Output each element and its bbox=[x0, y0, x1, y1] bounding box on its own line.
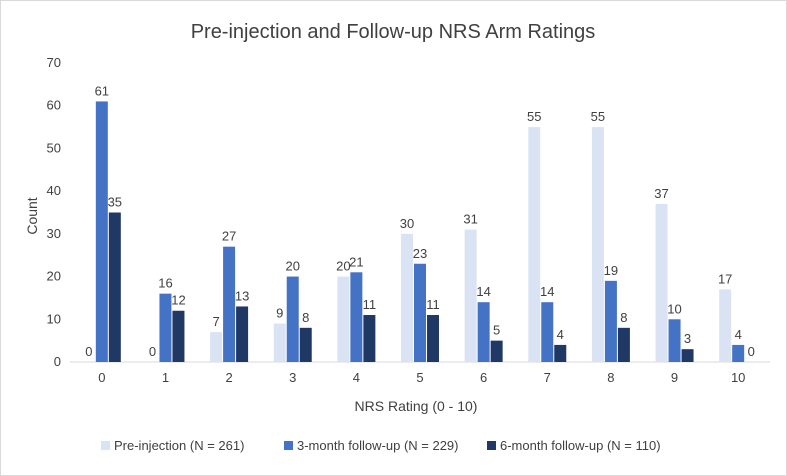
y-tick-label: 10 bbox=[47, 311, 61, 326]
data-label: 8 bbox=[302, 310, 309, 325]
data-label: 13 bbox=[235, 288, 249, 303]
data-label: 55 bbox=[591, 109, 605, 124]
bar bbox=[337, 276, 350, 362]
x-axis-label: NRS Rating (0 - 10) bbox=[355, 398, 478, 414]
bar bbox=[655, 203, 668, 362]
y-tick-label: 0 bbox=[54, 354, 61, 369]
data-label: 12 bbox=[171, 293, 185, 308]
y-tick-label: 30 bbox=[47, 226, 61, 241]
x-tick-label: 6 bbox=[480, 370, 487, 385]
bar bbox=[210, 332, 223, 362]
data-label: 0 bbox=[748, 344, 755, 359]
data-label: 16 bbox=[158, 276, 172, 291]
x-tick-label: 0 bbox=[98, 370, 105, 385]
bar bbox=[299, 327, 312, 362]
data-label: 17 bbox=[718, 271, 732, 286]
x-tick-label: 1 bbox=[162, 370, 169, 385]
data-label: 27 bbox=[222, 229, 236, 244]
y-axis-ticks: 0 10 20 30 40 50 60 70 bbox=[47, 55, 61, 369]
legend-swatch bbox=[284, 441, 293, 450]
bar bbox=[732, 344, 745, 362]
bar bbox=[273, 323, 286, 362]
data-label: 5 bbox=[493, 323, 500, 338]
x-tick-label: 9 bbox=[671, 370, 678, 385]
data-label: 20 bbox=[285, 259, 299, 274]
bar-series bbox=[95, 101, 745, 362]
y-tick-label: 50 bbox=[47, 140, 61, 155]
legend-label: Pre-injection (N = 261) bbox=[114, 438, 244, 453]
data-label: 4 bbox=[557, 327, 564, 342]
y-tick-label: 20 bbox=[47, 269, 61, 284]
data-label: 11 bbox=[426, 297, 440, 312]
legend-label: 3-month follow-up (N = 229) bbox=[297, 438, 459, 453]
x-tick-label: 7 bbox=[544, 370, 551, 385]
data-label: 19 bbox=[604, 263, 618, 278]
x-tick-label: 3 bbox=[289, 370, 296, 385]
data-label: 3 bbox=[684, 331, 691, 346]
bar bbox=[159, 293, 172, 362]
x-axis-ticks: 0 1 2 3 4 5 6 7 8 9 10 bbox=[98, 370, 745, 385]
chart-title: Pre-injection and Follow-up NRS Arm Rati… bbox=[191, 21, 596, 43]
bar bbox=[668, 319, 681, 362]
bar bbox=[172, 310, 185, 362]
bar bbox=[490, 340, 503, 362]
data-label: 20 bbox=[336, 259, 350, 274]
data-label: 14 bbox=[476, 284, 490, 299]
x-tick-label: 2 bbox=[225, 370, 232, 385]
legend-swatch bbox=[101, 441, 110, 450]
bar bbox=[591, 127, 604, 362]
y-tick-label: 40 bbox=[47, 183, 61, 198]
data-label: 23 bbox=[413, 246, 427, 261]
bar bbox=[401, 233, 413, 362]
data-label: 55 bbox=[527, 109, 541, 124]
data-label: 8 bbox=[620, 310, 627, 325]
data-label: 14 bbox=[540, 284, 554, 299]
data-label: 30 bbox=[400, 216, 414, 231]
data-label: 0 bbox=[85, 344, 92, 359]
legend-swatch bbox=[487, 441, 496, 450]
bar bbox=[286, 276, 299, 362]
bar bbox=[236, 306, 249, 362]
data-label: 11 bbox=[363, 297, 377, 312]
data-label: 21 bbox=[349, 254, 363, 269]
data-label: 61 bbox=[95, 83, 109, 98]
legend-label: 6-month follow-up (N = 110) bbox=[500, 438, 661, 453]
legend: Pre-injection (N = 261) 3-month follow-up… bbox=[101, 438, 661, 453]
bar bbox=[604, 280, 617, 362]
bar bbox=[681, 349, 694, 362]
data-label: 35 bbox=[108, 195, 122, 210]
data-label: 4 bbox=[735, 327, 742, 342]
bar bbox=[617, 327, 630, 362]
bar bbox=[95, 101, 108, 362]
data-label: 7 bbox=[212, 314, 219, 329]
bar bbox=[427, 315, 439, 362]
data-label: 10 bbox=[667, 301, 681, 316]
data-label: 0 bbox=[149, 344, 156, 359]
data-label: 31 bbox=[463, 212, 477, 227]
bar bbox=[477, 302, 490, 362]
data-label: 37 bbox=[654, 186, 668, 201]
bar bbox=[464, 229, 477, 362]
bar bbox=[528, 127, 541, 362]
x-tick-label: 4 bbox=[353, 370, 360, 385]
x-tick-label: 5 bbox=[416, 370, 423, 385]
data-label: 9 bbox=[276, 306, 283, 321]
bar bbox=[350, 272, 363, 362]
bar bbox=[414, 263, 426, 362]
y-tick-label: 60 bbox=[47, 98, 61, 113]
bar bbox=[541, 302, 554, 362]
bar bbox=[108, 212, 121, 362]
x-tick-label: 10 bbox=[731, 370, 745, 385]
bar bbox=[719, 289, 732, 362]
bar bbox=[363, 315, 376, 362]
bar bbox=[223, 246, 236, 362]
y-tick-label: 70 bbox=[47, 55, 61, 70]
bar bbox=[554, 344, 567, 362]
y-axis-label: Count bbox=[24, 197, 40, 234]
x-tick-label: 8 bbox=[607, 370, 614, 385]
